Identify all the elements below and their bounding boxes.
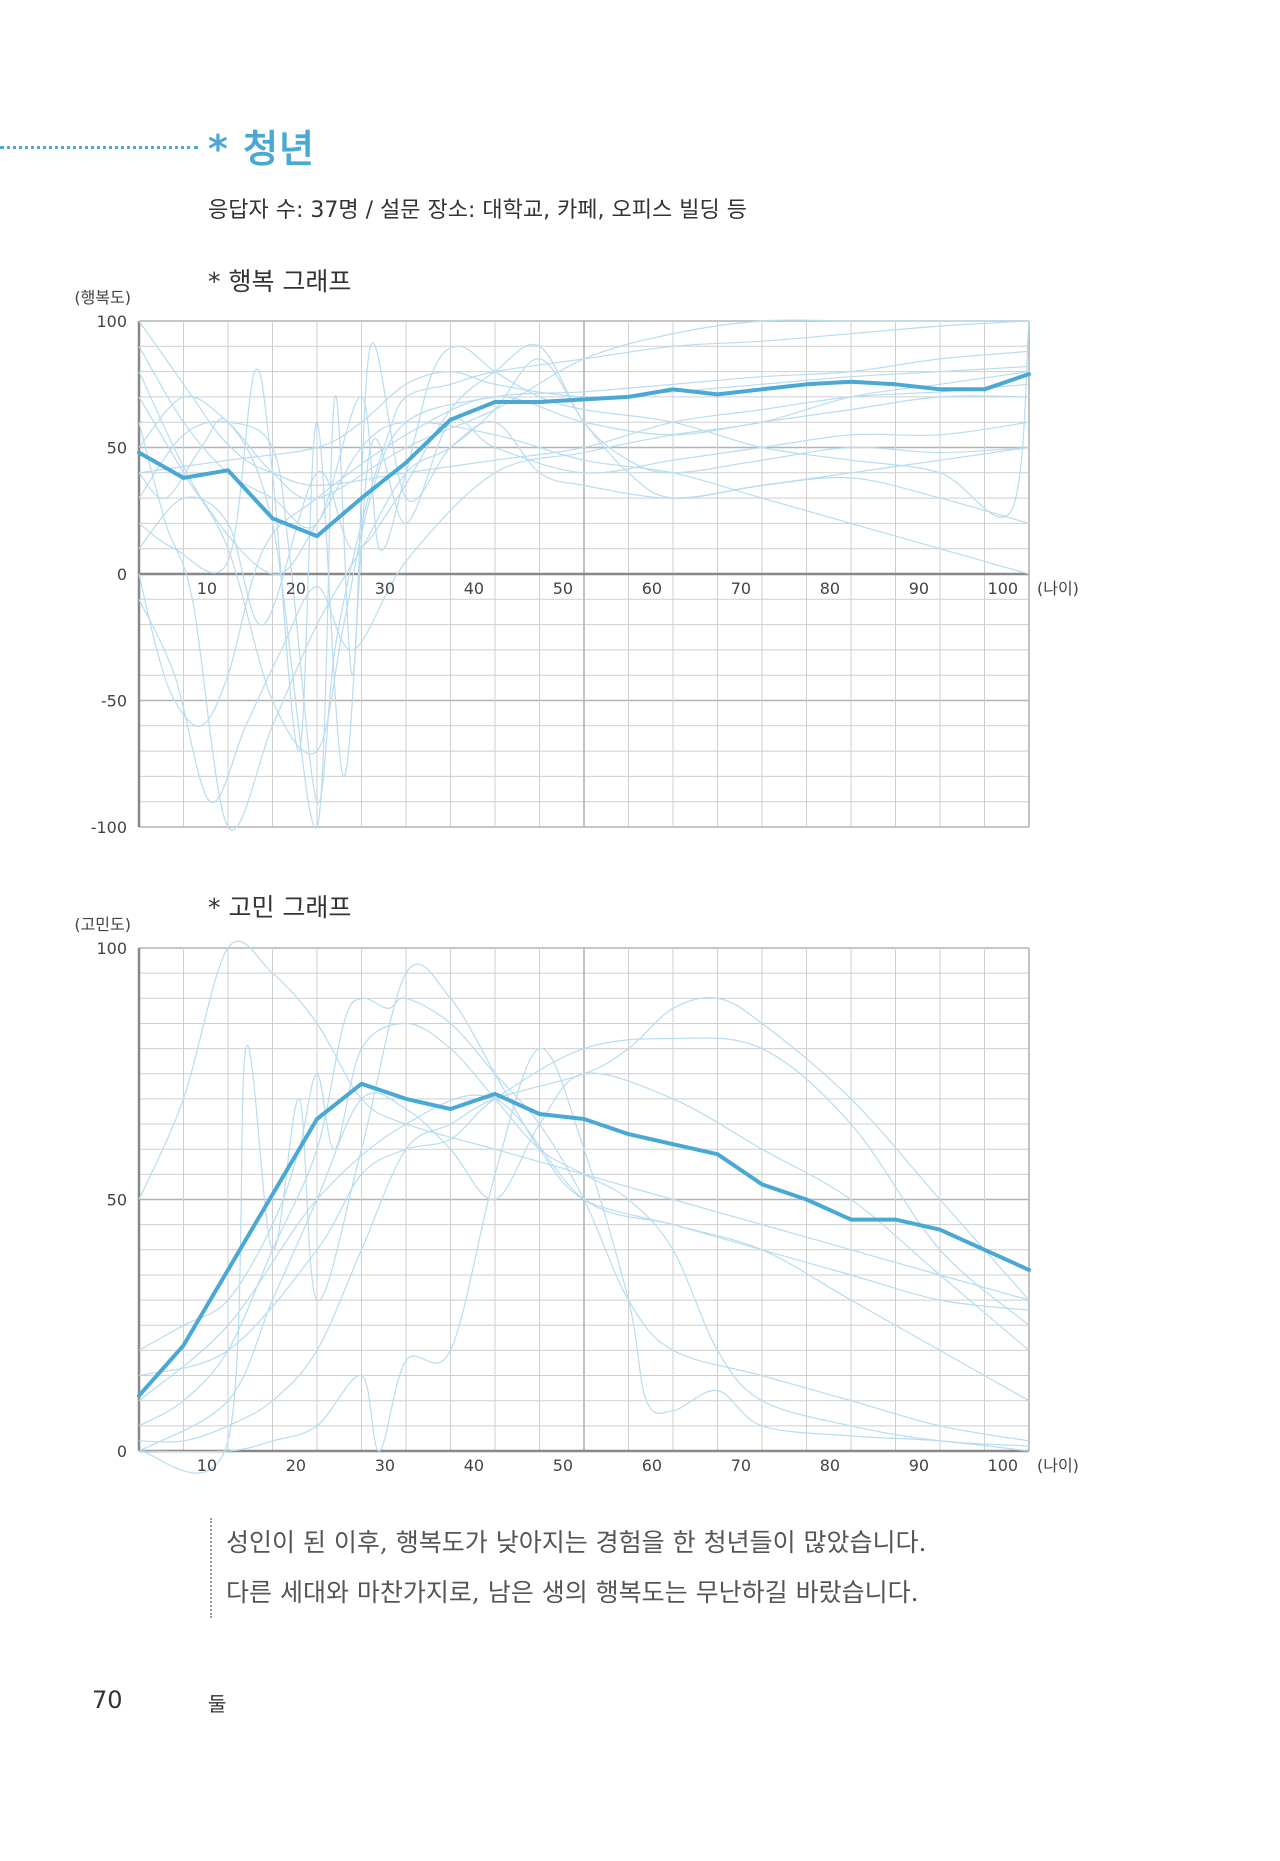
happiness-x-tick-label: 60 — [642, 579, 662, 598]
worry-x-tick-label: 90 — [909, 1456, 929, 1475]
happiness-chart: 100 50 0 -50 -100 10 20 30 40 50 60 70 80 90 100 (행복도) (… — [74, 288, 1079, 837]
worry-x-tick-label: 50 — [553, 1456, 573, 1475]
section-title: * 청년 — [208, 127, 316, 171]
happiness-y-tick-label: 100 — [96, 312, 127, 331]
worry-x-tick-label: 70 — [731, 1456, 751, 1475]
worry-average-line — [137, 1081, 1031, 1398]
worry-respondent-line — [138, 1094, 1030, 1402]
happiness-average-line — [137, 372, 1031, 539]
worry-y-tick-label: 50 — [107, 1191, 127, 1210]
happiness-x-tick-label: 90 — [909, 579, 929, 598]
worry-y-tick-label: 100 — [96, 939, 127, 958]
happiness-x-tick-label: 100 — [988, 579, 1019, 598]
happiness-x-tick-label: 80 — [820, 579, 840, 598]
section-divider — [0, 146, 198, 149]
happiness-x-tick-label: 10 — [197, 579, 217, 598]
worry-chart: 100 50 0 10 20 30 40 50 60 70 80 90 100 (고민도) (나이) — [74, 915, 1079, 1475]
happiness-x-axis-label: (나이) — [1037, 579, 1079, 598]
happiness-y-tick-label: -100 — [91, 818, 127, 837]
happiness-respondent-line — [138, 395, 1030, 728]
worry-y-axis-label: (고민도) — [74, 915, 131, 934]
worry-x-axis-label: (나이) — [1037, 1456, 1079, 1475]
worry-y-tick-label: 0 — [117, 1442, 127, 1461]
happiness-chart-title: * 행복 그래프 — [208, 267, 352, 296]
happiness-respondent-line — [138, 371, 1030, 803]
happiness-respondent-line — [138, 320, 1030, 552]
respondents-info: 응답자 수: 37명 / 설문 장소: 대학교, 카페, 오피스 빌딩 등 — [208, 198, 747, 223]
happiness-respondent-line — [138, 320, 1030, 487]
worry-x-tick-label: 30 — [375, 1456, 395, 1475]
happiness-x-tick-label: 40 — [464, 579, 484, 598]
worry-x-tick-label: 20 — [286, 1456, 306, 1475]
chapter-label: 둘 — [208, 1692, 227, 1716]
happiness-respondent-line — [138, 365, 1030, 474]
happiness-y-tick-label: 0 — [117, 565, 127, 584]
happiness-y-tick-label: 50 — [107, 439, 127, 458]
worry-x-tick-label: 40 — [464, 1456, 484, 1475]
happiness-respondent-line — [138, 343, 1030, 626]
worry-respondent-line — [138, 1022, 1030, 1447]
happiness-x-tick-label: 30 — [375, 579, 395, 598]
worry-x-tick-label: 100 — [988, 1456, 1019, 1475]
worry-respondent-line — [138, 1037, 1030, 1377]
happiness-y-tick-label: -50 — [101, 692, 127, 711]
happiness-x-tick-label: 20 — [286, 579, 306, 598]
happiness-respondent-line — [138, 342, 1030, 829]
page-number: 70 — [92, 1686, 123, 1714]
happiness-respondent-line — [138, 350, 1030, 755]
worry-respondent-line — [138, 940, 1030, 1301]
worry-respondent-line — [138, 1072, 1030, 1452]
quote-line-2: 다른 세대와 마찬가지로, 남은 생의 행복도는 무난하길 바랐습니다. — [226, 1578, 919, 1607]
happiness-y-axis-label: (행복도) — [74, 288, 131, 307]
happiness-respondent-line — [138, 371, 1030, 575]
worry-x-tick-label: 10 — [197, 1456, 217, 1475]
worry-x-tick-label: 80 — [820, 1456, 840, 1475]
happiness-x-tick-label: 70 — [731, 579, 751, 598]
worry-respondent-line — [138, 997, 1030, 1443]
happiness-x-tick-label: 50 — [553, 579, 573, 598]
worry-x-tick-label: 60 — [642, 1456, 662, 1475]
quote-block: 성인이 된 이후, 행복도가 낮아지는 경험을 한 청년들이 많았습니다. 다른… — [210, 1518, 926, 1618]
quote-line-1: 성인이 된 이후, 행복도가 낮아지는 경험을 한 청년들이 많았습니다. — [226, 1528, 927, 1557]
worry-chart-title: * 고민 그래프 — [208, 893, 352, 922]
happiness-respondent-line — [138, 320, 1030, 804]
worry-respondent-line — [138, 1047, 1030, 1453]
